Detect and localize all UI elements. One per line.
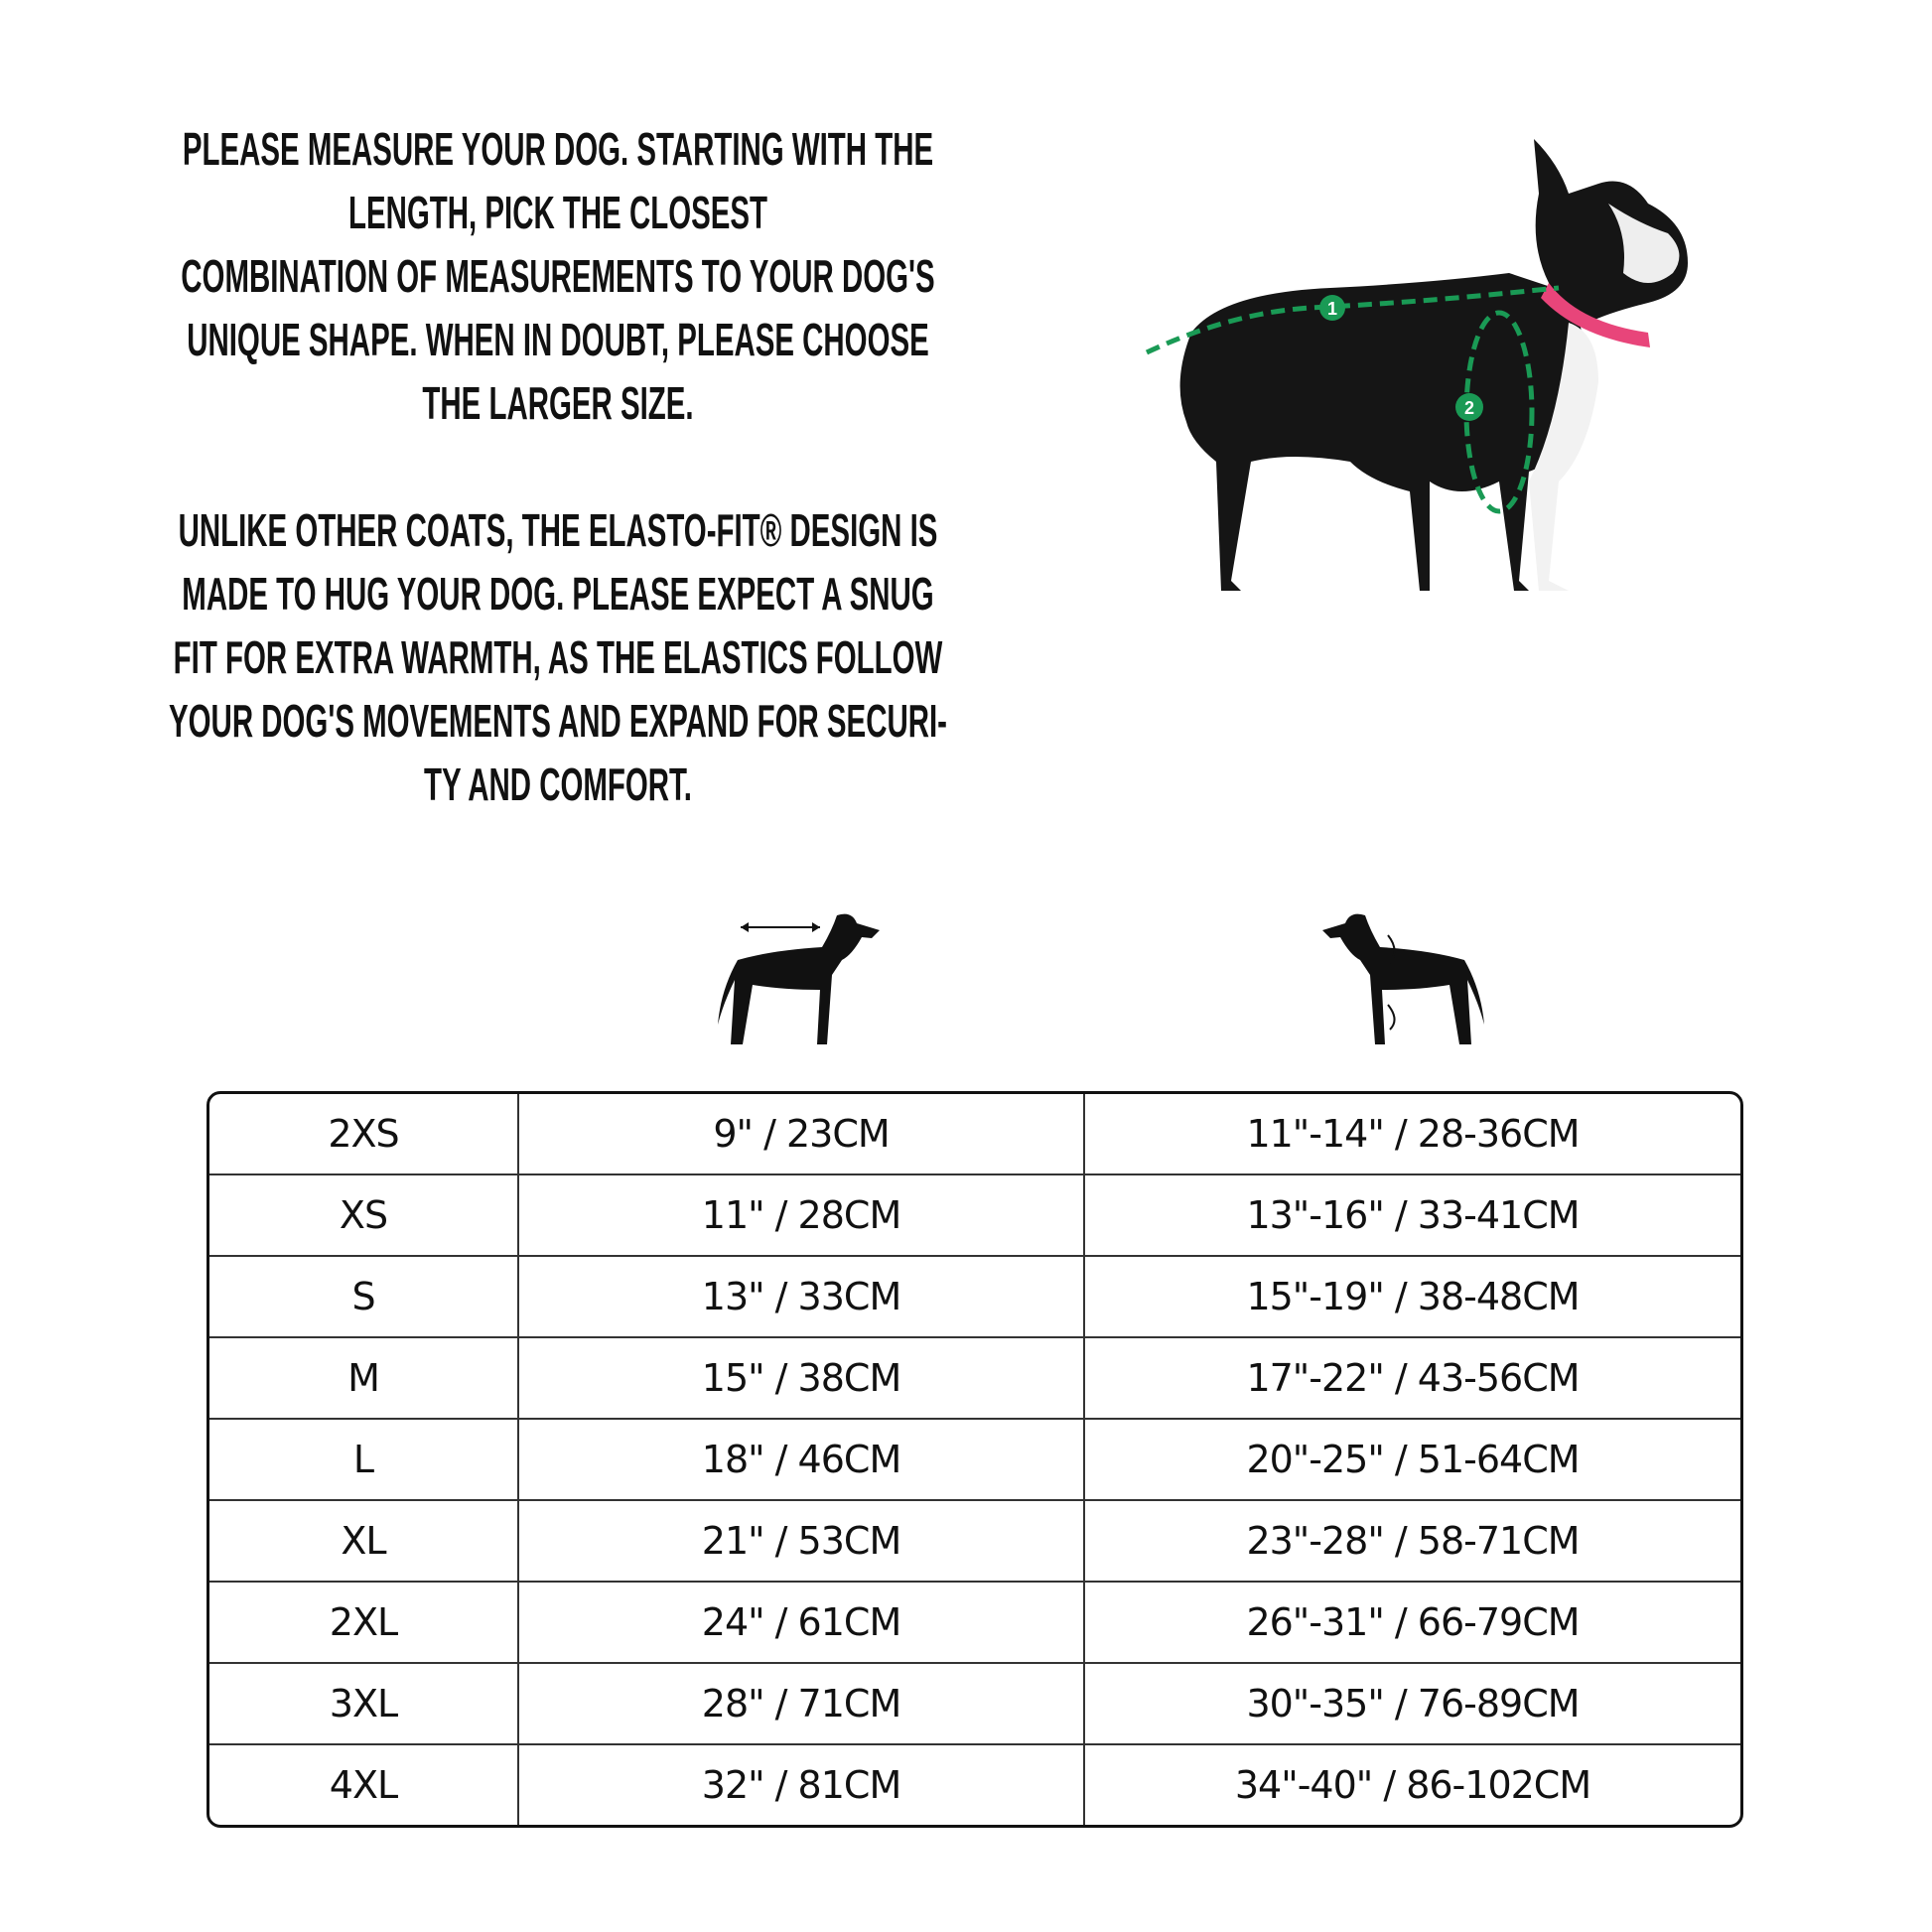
length-cell: 9" / 23CM [519,1094,1085,1175]
table-row: XL 21" / 53CM 23"-28" / 58-71CM [209,1501,1740,1583]
chest-cell: 23"-28" / 58-71CM [1085,1501,1740,1583]
size-cell: 2XS [209,1094,519,1175]
marker-2-badge [1455,393,1483,421]
table-row: XS 11" / 28CM 13"-16" / 33-41CM [209,1175,1740,1257]
dog-body [1179,273,1584,591]
length-cell: 28" / 71CM [519,1664,1085,1745]
size-cell: M [209,1338,519,1420]
table-row: S 13" / 33CM 15"-19" / 38-48CM [209,1257,1740,1338]
size-cell: XL [209,1501,519,1583]
dog-length-icon [718,913,880,1044]
marker-1: 1 [1327,299,1337,319]
size-cell: S [209,1257,519,1338]
table-row: 3XL 28" / 71CM 30"-35" / 76-89CM [209,1664,1740,1745]
chest-cell: 34"-40" / 86-102CM [1234,1763,1591,1807]
table-row: L 18" / 46CM 20"-25" / 51-64CM [209,1420,1740,1501]
size-cell: 4XL [209,1745,519,1825]
size-chart-table: 2XS 9" / 23CM 11"-14" / 28-36CM XS 11" / 28C… [207,1091,1743,1828]
chest-cell: 15"-19" / 38-48CM [1085,1257,1740,1338]
marker-2: 2 [1464,398,1474,418]
dog-chest-marking [1529,323,1598,591]
table-row: 4XL 32" / 81CM 34"-40" / 86-102CM [209,1745,1740,1825]
size-cell: 3XL [209,1664,519,1745]
length-cell: 11" / 28CM [519,1175,1085,1257]
fit-note: UNLIKE OTHER COATS, THE ELASTO-FIT® DESI… [169,504,947,810]
measure-instructions: PLEASE MEASURE YOUR DOG. STARTING WITH T… [181,123,935,429]
length-cell: 32" / 81CM [519,1745,1085,1825]
size-cell: 2XL [209,1583,519,1664]
chest-cell: 20"-25" / 51-64CM [1085,1420,1740,1501]
length-cell: 15" / 38CM [519,1338,1085,1420]
dog-face-marking [1608,204,1680,283]
collar [1541,283,1650,347]
chest-cell: 30"-35" / 76-89CM [1085,1664,1740,1745]
length-cell: 24" / 61CM [519,1583,1085,1664]
table-row: M 15" / 38CM 17"-22" / 43-56CM [209,1338,1740,1420]
length-cell: 13" / 33CM [519,1257,1085,1338]
chest-cell: 17"-22" / 43-56CM [1085,1338,1740,1420]
chest-cell: 11"-14" / 28-36CM [1085,1094,1740,1175]
table-row: 2XS 9" / 23CM 11"-14" / 28-36CM [209,1094,1740,1175]
size-cell: XS [209,1175,519,1257]
marker-1-badge [1319,295,1345,321]
dog-measurement-photo: 1 2 [1145,139,1688,591]
length-cell: 18" / 46CM [519,1420,1085,1501]
instructions: PLEASE MEASURE YOUR DOG. STARTING WITH T… [0,117,1253,816]
length-cell: 21" / 53CM [519,1501,1085,1583]
size-cell: L [209,1420,519,1501]
chest-cell: 13"-16" / 33-41CM [1085,1175,1740,1257]
chest-cell: 26"-31" / 66-79CM [1085,1583,1740,1664]
table-row: 2XL 24" / 61CM 26"-31" / 66-79CM [209,1583,1740,1664]
dog-chest-icon [1322,913,1484,1044]
